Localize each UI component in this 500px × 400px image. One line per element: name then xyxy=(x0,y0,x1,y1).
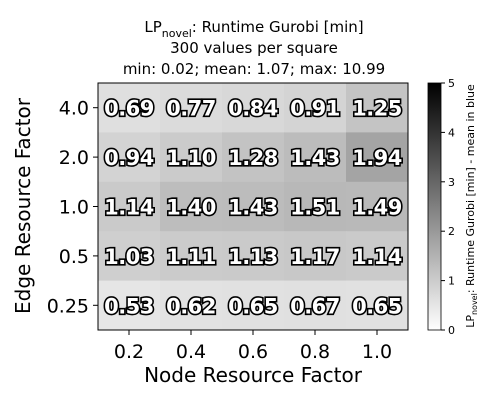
colorbar-tick-label: 5 xyxy=(448,77,455,90)
heatmap-cell-label: 1.43 xyxy=(228,196,278,220)
y-tick-label: 2.0 xyxy=(59,147,89,169)
y-tick-label: 4.0 xyxy=(59,98,89,120)
x-axis-ticks: 0.2 0.4 0.6 0.8 1.0 xyxy=(114,330,392,363)
heatmap-cell-label: 1.13 xyxy=(228,245,278,269)
colorbar xyxy=(428,83,441,330)
heatmap-cell-label: 0.69 xyxy=(104,97,154,121)
cb-label-subscript: novel xyxy=(470,293,479,315)
y-axis-label: Edge Resource Factor xyxy=(11,97,35,314)
heatmap-cell-label: 1.14 xyxy=(104,196,154,220)
heatmap-cell-label: 0.65 xyxy=(352,294,402,318)
heatmap-cell-label: 0.53 xyxy=(104,294,154,318)
heatmap-cell-label: 1.03 xyxy=(104,245,154,269)
heatmap-cell-label: 0.65 xyxy=(228,294,278,318)
x-axis-label: Node Resource Factor xyxy=(144,363,363,387)
heatmap-cell-label: 0.84 xyxy=(228,97,278,121)
chart-title-line-3: min: 0.02; mean: 1.07; max: 10.99 xyxy=(123,60,385,78)
heatmap-cell-label: 0.94 xyxy=(104,146,154,170)
heatmap-cell-label: 1.43 xyxy=(290,146,340,170)
x-tick-label: 0.2 xyxy=(114,341,144,363)
colorbar-label: LPnovel: Runtime Gurobi [min] - mean in … xyxy=(464,84,479,328)
title-rest: : Runtime Gurobi [min] xyxy=(192,18,364,36)
heatmap-cell-label: 1.94 xyxy=(352,146,402,170)
colorbar-tick-label: 1 xyxy=(448,275,455,288)
heatmap-cell-label: 1.28 xyxy=(228,146,278,170)
cb-label-rest: : Runtime Gurobi [min] - mean in blue xyxy=(464,84,477,293)
heatmap-cell-label: 1.11 xyxy=(166,245,216,269)
y-axis-ticks: 4.0 2.0 1.0 0.5 0.25 xyxy=(47,98,98,318)
heatmap-cell-label: 0.91 xyxy=(290,97,340,121)
y-tick-label: 1.0 xyxy=(59,197,89,219)
heatmap-cell-label: 0.77 xyxy=(166,97,216,121)
x-tick-label: 1.0 xyxy=(362,341,392,363)
x-tick-label: 0.4 xyxy=(176,341,206,363)
colorbar-ticks: 0 1 2 3 4 5 xyxy=(441,77,455,337)
colorbar-tick-label: 3 xyxy=(448,176,455,189)
y-tick-label: 0.5 xyxy=(59,246,89,268)
cb-label-lp: LP xyxy=(464,315,477,328)
heatmap-cell-label: 0.67 xyxy=(290,294,340,318)
heatmap-cell-label: 1.40 xyxy=(166,196,216,220)
heatmap-cell-label: 1.51 xyxy=(290,196,340,220)
y-tick-label: 0.25 xyxy=(47,295,89,317)
heatmap-cell-label: 1.17 xyxy=(290,245,340,269)
heatmap-cell-label: 1.49 xyxy=(352,196,402,220)
x-tick-label: 0.6 xyxy=(238,341,268,363)
colorbar-tick-label: 0 xyxy=(448,324,455,337)
chart-title-line-2: 300 values per square xyxy=(170,39,338,57)
colorbar-tick-label: 2 xyxy=(448,225,455,238)
x-tick-label: 0.8 xyxy=(300,341,330,363)
heatmap-cell-label: 1.10 xyxy=(166,146,216,170)
title-lp: LP xyxy=(144,18,161,36)
chart-title-line-1: LPnovel: Runtime Gurobi [min] xyxy=(144,18,363,40)
colorbar-tick-label: 4 xyxy=(448,126,455,139)
heatmap-cell-label: 0.62 xyxy=(166,294,216,318)
heatmap-cell-label: 1.14 xyxy=(352,245,402,269)
heatmap-cell-label: 1.25 xyxy=(352,97,402,121)
